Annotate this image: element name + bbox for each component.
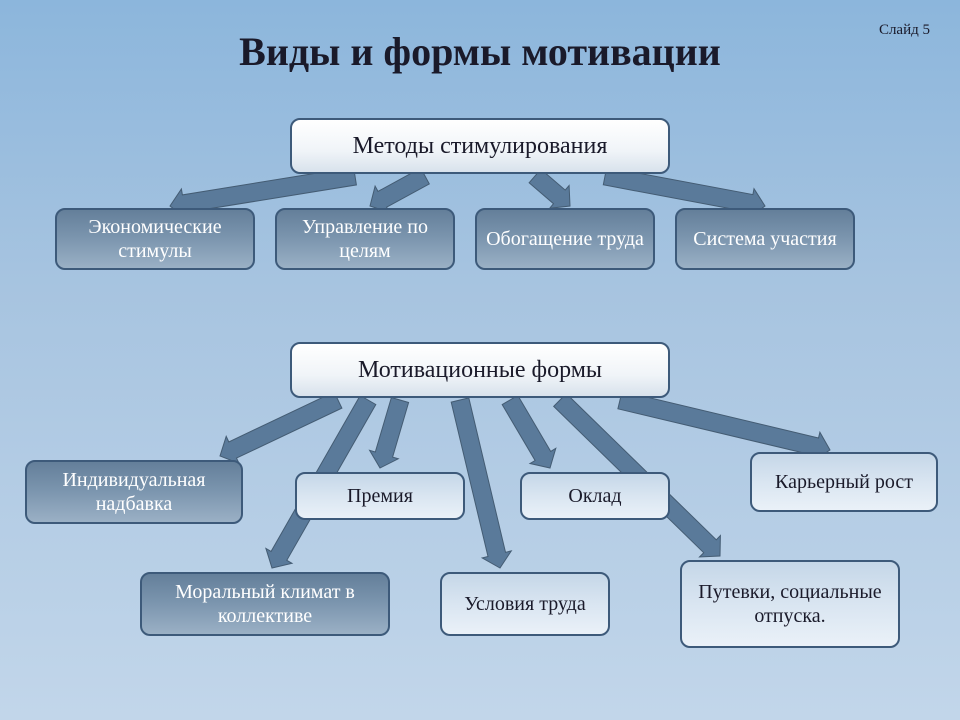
child-box-labor-enrich: Обогащение труда <box>475 208 655 270</box>
root-box-forms: Мотивационные формы <box>290 342 670 398</box>
arrow <box>502 395 556 468</box>
arrow <box>220 392 342 464</box>
child-box-mgmt-goals: Управление по целям <box>275 208 455 270</box>
child-box-work-conditions: Условия труда <box>440 572 610 636</box>
arrow <box>370 168 429 212</box>
arrow <box>618 391 830 461</box>
slide-number: Слайд 5 <box>879 22 930 39</box>
child-box-participation: Система участия <box>675 208 855 270</box>
slide-title: Виды и формы мотивации <box>0 28 960 75</box>
arrow <box>370 398 409 469</box>
child-box-bonus: Премия <box>295 472 465 520</box>
child-box-vouchers: Путевки, социальные отпуска. <box>680 560 900 648</box>
child-box-salary: Оклад <box>520 472 670 520</box>
root-box-methods: Методы стимулирования <box>290 118 670 174</box>
child-box-individual-bonus: Индивидуальная надбавка <box>25 460 243 524</box>
child-box-moral-climate: Моральный климат в коллективе <box>140 572 390 636</box>
child-box-career-growth: Карьерный рост <box>750 452 938 512</box>
child-box-econ-stimuli: Экономические стимулы <box>55 208 255 270</box>
arrow <box>529 169 570 208</box>
